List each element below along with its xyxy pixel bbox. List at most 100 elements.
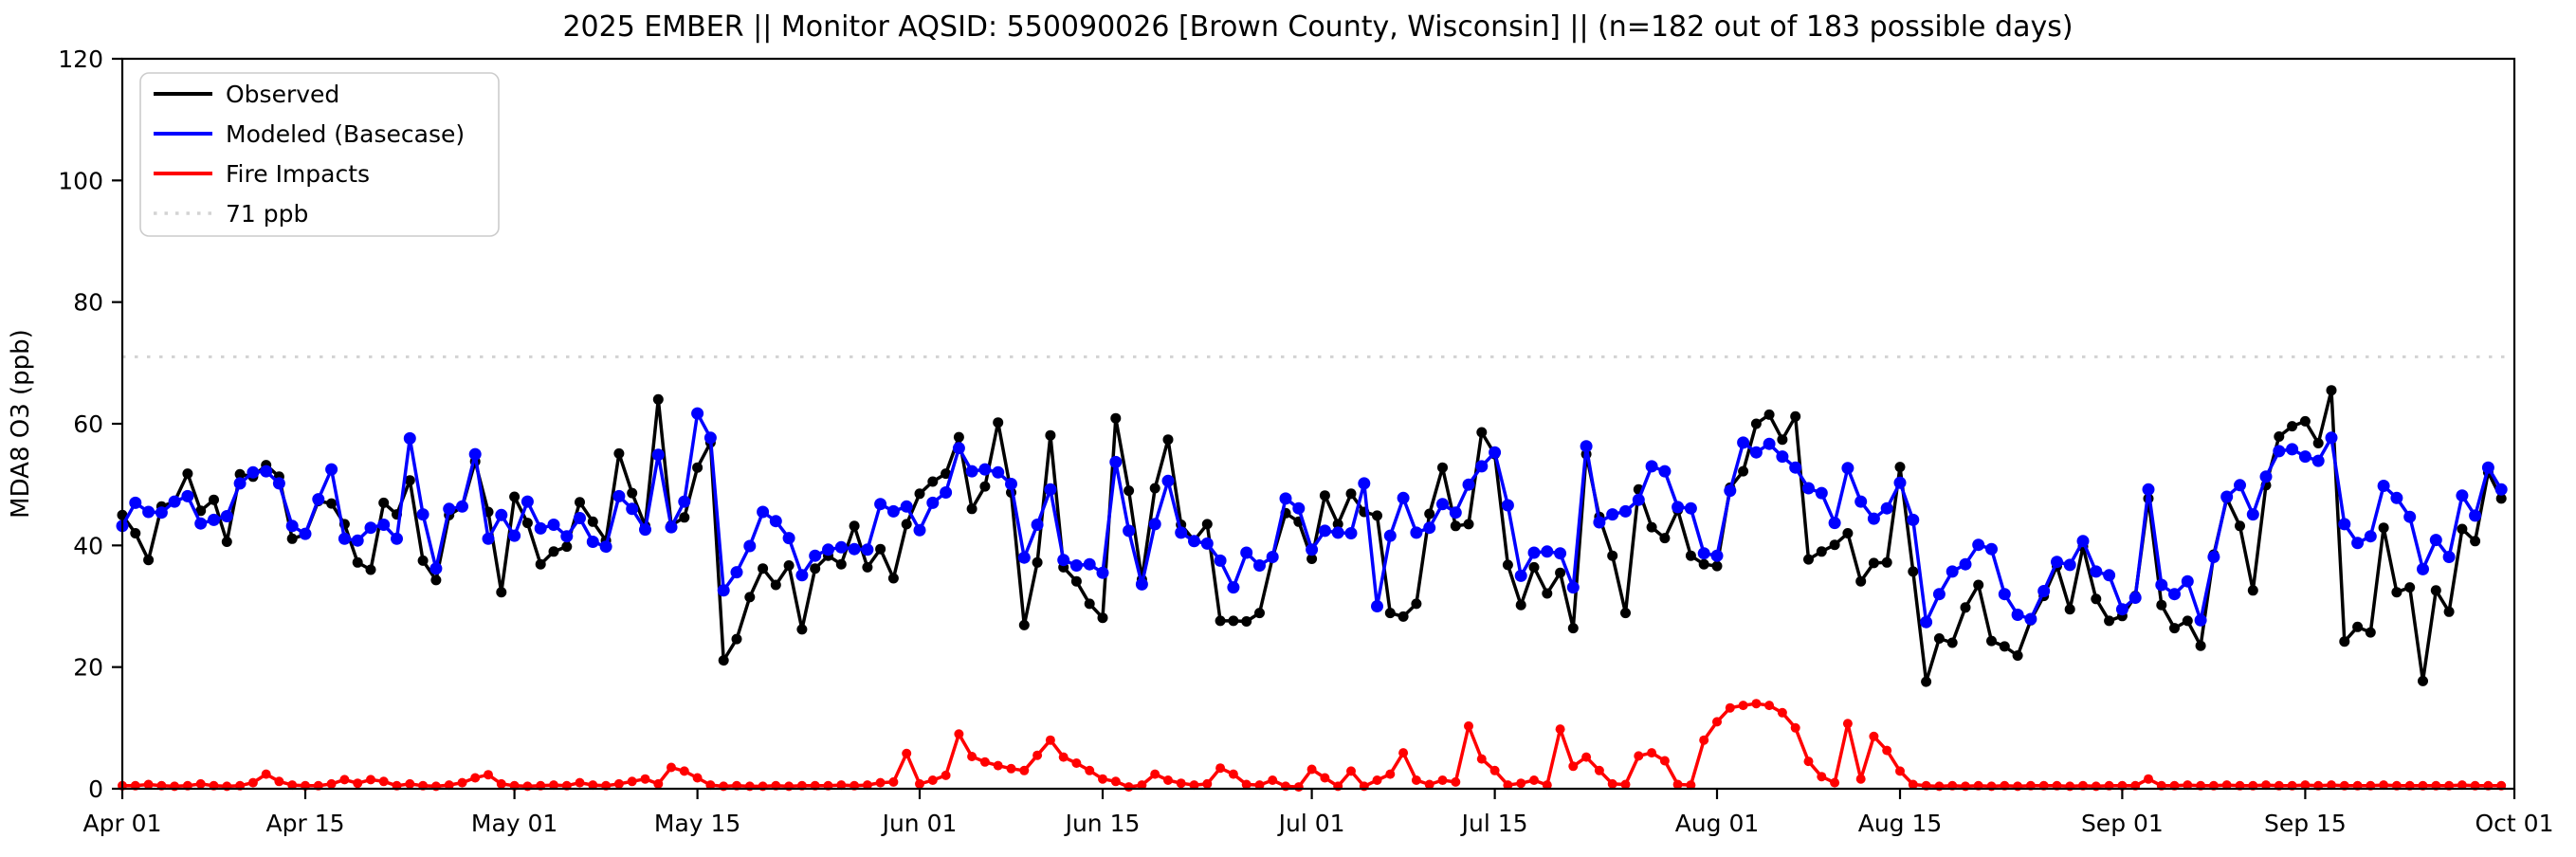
data-point bbox=[1372, 510, 1382, 521]
data-point bbox=[914, 488, 925, 500]
data-point bbox=[2495, 493, 2507, 504]
data-point bbox=[1749, 446, 1763, 459]
data-point bbox=[2364, 530, 2377, 543]
data-point bbox=[1423, 521, 1436, 535]
data-point bbox=[2064, 604, 2075, 615]
data-point bbox=[1554, 547, 1567, 560]
series-line bbox=[122, 702, 2502, 789]
data-point bbox=[1084, 598, 1095, 610]
data-point bbox=[1148, 518, 1161, 531]
data-point bbox=[1802, 482, 1815, 495]
data-point bbox=[691, 407, 704, 420]
data-point bbox=[1241, 616, 1252, 627]
plot-area bbox=[116, 355, 2514, 793]
data-point bbox=[1397, 491, 1410, 504]
data-point bbox=[1606, 508, 1619, 521]
data-point bbox=[1227, 581, 1240, 594]
data-point bbox=[2377, 480, 2390, 492]
data-point bbox=[575, 497, 585, 508]
data-point bbox=[626, 502, 639, 516]
data-point bbox=[1908, 779, 1918, 790]
x-tick-label: Jul 15 bbox=[1460, 810, 1528, 837]
data-point bbox=[1411, 775, 1421, 785]
data-point bbox=[1306, 764, 1317, 775]
x-tick-label: Oct 01 bbox=[2476, 810, 2554, 837]
data-point bbox=[1464, 720, 1473, 731]
data-point bbox=[1462, 478, 1475, 491]
data-point bbox=[352, 556, 363, 568]
data-point bbox=[2481, 461, 2494, 474]
data-point bbox=[887, 573, 899, 584]
data-point bbox=[834, 540, 848, 554]
data-point bbox=[952, 442, 965, 455]
data-point bbox=[312, 493, 325, 506]
data-point bbox=[1829, 539, 1840, 551]
data-point bbox=[1816, 546, 1827, 557]
data-point bbox=[993, 417, 1004, 428]
data-point bbox=[979, 757, 990, 767]
data-point bbox=[274, 776, 284, 787]
data-point bbox=[862, 561, 873, 573]
data-point bbox=[1502, 559, 1513, 571]
data-point bbox=[1319, 490, 1330, 501]
data-point bbox=[1777, 707, 1787, 718]
y-tick-label: 60 bbox=[73, 410, 103, 438]
data-point bbox=[1830, 777, 1840, 788]
data-point bbox=[1854, 495, 1868, 508]
data-point bbox=[404, 475, 415, 486]
x-tick-label: May 01 bbox=[471, 810, 557, 837]
data-point bbox=[2155, 578, 2168, 592]
data-point bbox=[849, 520, 860, 532]
data-point bbox=[1254, 608, 1265, 619]
data-point bbox=[351, 534, 364, 547]
data-point bbox=[326, 498, 338, 509]
data-point bbox=[861, 543, 874, 556]
data-point bbox=[2351, 537, 2365, 550]
data-point bbox=[417, 555, 429, 566]
data-point bbox=[1371, 600, 1383, 612]
data-point bbox=[353, 778, 363, 789]
data-point bbox=[1346, 766, 1356, 776]
data-point bbox=[2261, 780, 2271, 791]
data-point bbox=[652, 393, 664, 405]
data-point bbox=[1069, 559, 1083, 572]
data-point bbox=[1594, 765, 1604, 775]
data-point bbox=[2104, 615, 2115, 627]
data-point bbox=[1894, 462, 1906, 473]
data-point bbox=[429, 562, 443, 575]
data-point bbox=[1451, 776, 1461, 787]
data-point bbox=[2024, 612, 2037, 626]
data-point bbox=[1607, 778, 1617, 789]
data-point bbox=[549, 780, 558, 791]
data-point bbox=[703, 431, 717, 445]
data-point bbox=[2300, 780, 2311, 791]
data-point bbox=[1228, 615, 1239, 627]
data-point bbox=[1620, 779, 1631, 790]
data-point bbox=[2469, 509, 2482, 522]
data-point bbox=[2404, 582, 2416, 593]
data-point bbox=[2429, 534, 2442, 547]
data-point bbox=[640, 774, 650, 784]
data-point bbox=[2012, 650, 2023, 661]
data-point bbox=[679, 512, 690, 523]
data-point bbox=[155, 506, 168, 520]
data-point bbox=[1149, 483, 1160, 494]
data-point bbox=[1437, 775, 1448, 785]
data-point bbox=[1096, 566, 1109, 579]
data-point bbox=[535, 558, 546, 570]
data-point bbox=[1842, 528, 1854, 538]
data-point bbox=[2352, 621, 2364, 632]
data-point bbox=[1332, 519, 1343, 530]
data-point bbox=[902, 748, 912, 758]
data-point bbox=[1449, 506, 1462, 520]
data-point bbox=[2194, 613, 2207, 627]
data-point bbox=[1763, 409, 1775, 420]
data-point bbox=[1320, 773, 1330, 783]
data-point bbox=[1646, 521, 1657, 533]
data-point bbox=[299, 527, 312, 540]
data-point bbox=[1632, 493, 1645, 506]
data-point bbox=[795, 569, 809, 582]
data-point bbox=[1463, 519, 1474, 530]
data-point bbox=[836, 780, 847, 791]
